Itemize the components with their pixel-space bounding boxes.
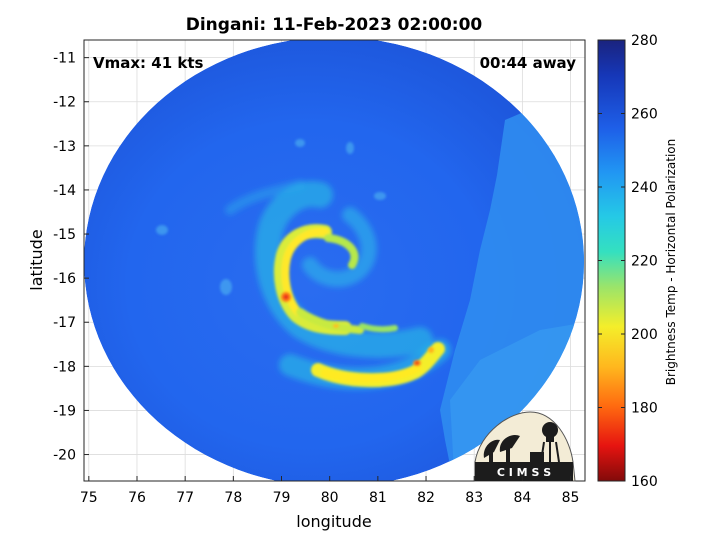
x-tick-label: 81 [369, 490, 387, 506]
colorbar-gradient [597, 39, 626, 482]
colorbar-ticks: 280 260 240 220 200 180 160 [598, 33, 658, 490]
colorbar-tick-label: 240 [631, 180, 658, 196]
x-tick-label: 85 [562, 490, 580, 506]
x-axis-label: longitude [296, 512, 371, 531]
colorbar-label: Brightness Temp - Horizontal Polarizatio… [664, 139, 678, 386]
y-axis-label: latitude [27, 229, 46, 290]
scatter-features [156, 139, 386, 295]
axes-frame [83, 39, 586, 482]
y-tick-label: -17 [53, 315, 76, 331]
y-axis-ticks: -11 -12 -13 -14 -15 -16 -17 -18 -19 -20 [53, 51, 89, 464]
y-tick-label: -18 [53, 359, 76, 375]
y-tick-label: -12 [53, 95, 76, 111]
colorbar-tick-label: 160 [631, 474, 658, 490]
chart-title: Dingani: 11-Feb-2023 02:00:00 [186, 15, 483, 35]
colorbar-tick-label: 200 [631, 327, 658, 343]
y-tick-label: -13 [53, 139, 76, 155]
cimss-logo: C I M S S [474, 411, 576, 482]
x-axis-ticks: 75 76 77 78 79 80 81 82 83 84 85 [80, 476, 580, 506]
x-tick-label: 78 [224, 490, 242, 506]
y-tick-label: -16 [53, 271, 76, 287]
y-tick-label: -14 [53, 183, 76, 199]
vmax-label: Vmax: 41 kts [93, 54, 203, 72]
x-tick-label: 83 [465, 490, 483, 506]
y-tick-label: -20 [53, 448, 76, 464]
colorbar-tick-label: 220 [631, 254, 658, 270]
convective-cores [281, 292, 434, 366]
x-tick-label: 84 [513, 490, 531, 506]
y-tick-label: -11 [53, 51, 76, 67]
logo-text: C I M S S [497, 466, 551, 479]
y-tick-label: -15 [53, 227, 76, 243]
rain-bands [274, 224, 445, 388]
colorbar-tick-label: 180 [631, 401, 658, 417]
plot-area [84, 40, 585, 481]
y-tick-label: -19 [53, 403, 76, 419]
x-tick-label: 80 [321, 490, 339, 506]
time-offset-label: 00:44 away [480, 54, 577, 72]
x-tick-label: 76 [128, 490, 146, 506]
x-tick-label: 79 [273, 490, 291, 506]
colorbar: 280 260 240 220 200 180 160 Brightness Temp - … [597, 33, 678, 490]
x-tick-label: 82 [417, 490, 435, 506]
colorbar-tick-label: 280 [631, 33, 658, 49]
x-tick-label: 75 [80, 490, 98, 506]
colorbar-tick-label: 260 [631, 107, 658, 123]
x-tick-label: 77 [176, 490, 194, 506]
